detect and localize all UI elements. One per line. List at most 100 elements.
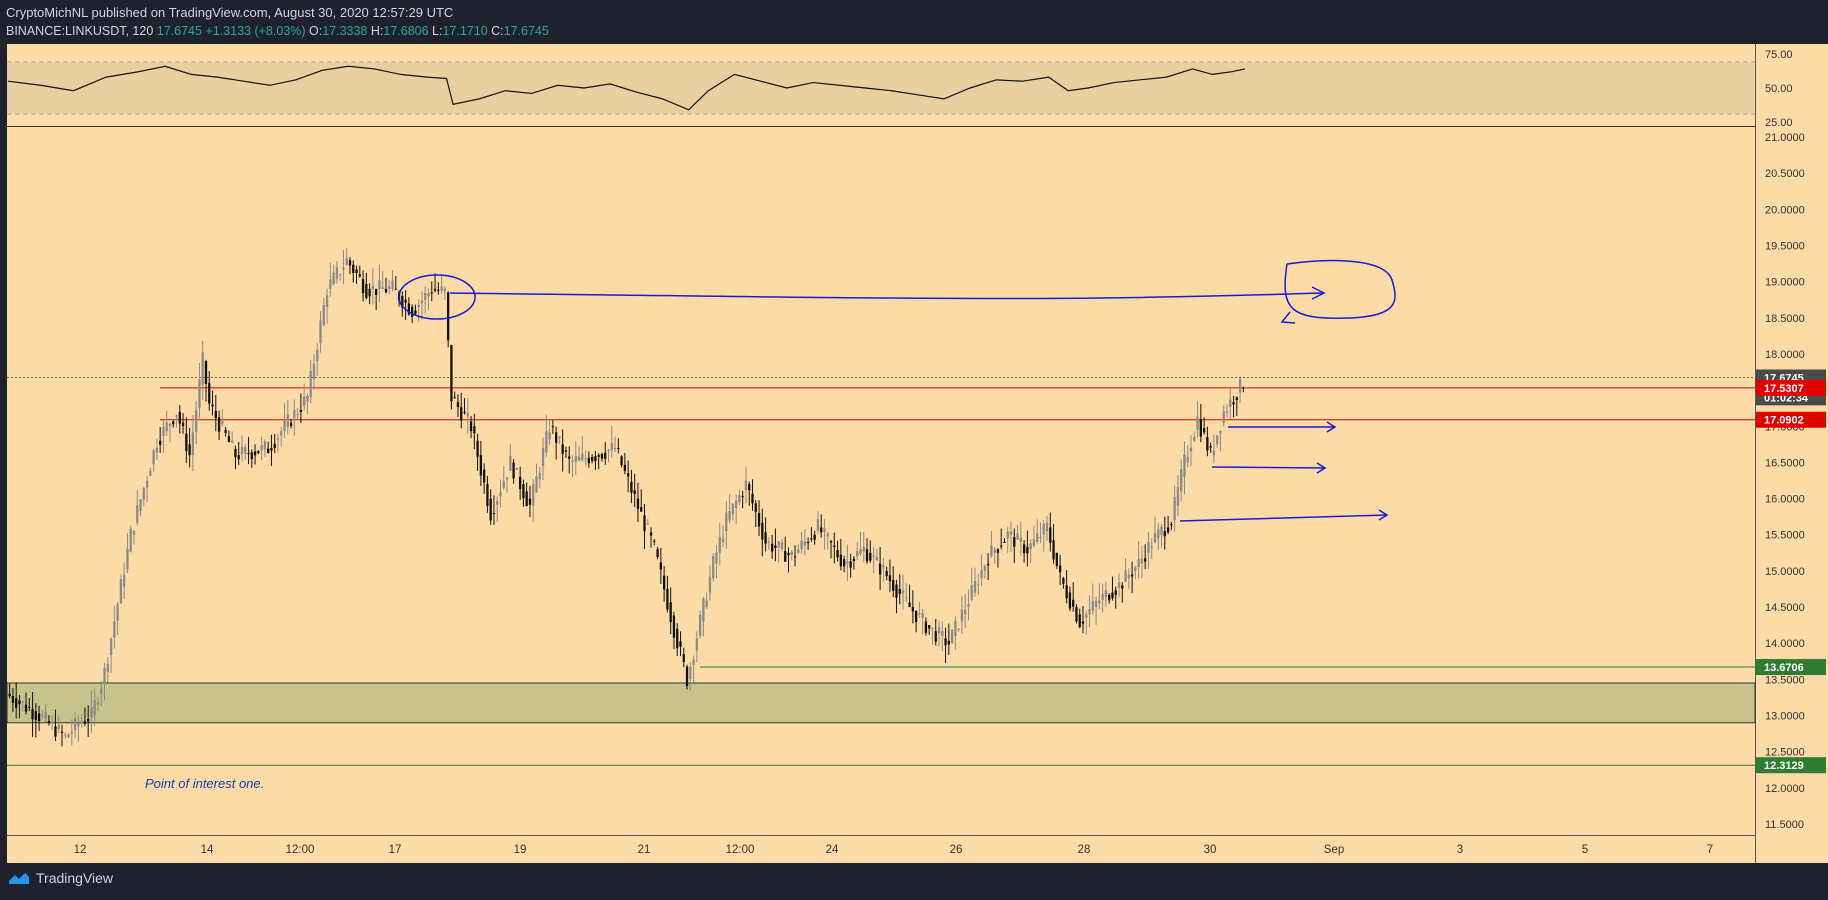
candle-body — [312, 364, 316, 380]
candle-body — [947, 640, 950, 645]
candle-body — [394, 288, 397, 290]
price-tick-label: 15.5000 — [1765, 530, 1805, 542]
candle-body — [1088, 609, 1091, 615]
candle-body — [937, 627, 941, 634]
candle-body — [388, 286, 391, 289]
candle-body — [195, 409, 198, 432]
candle-body — [18, 700, 21, 705]
candle-body — [630, 481, 633, 493]
candle-body — [1094, 600, 1098, 608]
candle-body — [1127, 574, 1130, 579]
candle-body — [1019, 537, 1022, 542]
candle-body — [636, 498, 640, 509]
candle-body — [594, 456, 597, 462]
candle-body — [1104, 590, 1108, 598]
candle-body — [1150, 546, 1153, 548]
candle-body — [437, 289, 440, 291]
candle-body — [1045, 522, 1049, 532]
candle-body — [1225, 411, 1229, 413]
candle-body — [885, 570, 888, 577]
candle-body — [574, 456, 577, 462]
candle-body — [548, 432, 551, 440]
candle-body — [1022, 544, 1026, 554]
candle-body — [970, 585, 973, 600]
candle-body — [1036, 533, 1039, 542]
candle-body — [888, 575, 892, 582]
candle-body — [420, 300, 424, 304]
candle-body — [1219, 431, 1222, 434]
candle-body — [973, 580, 977, 593]
candle-body — [734, 500, 738, 509]
candle-body — [342, 267, 345, 270]
candle-body — [669, 602, 672, 623]
candle-body — [597, 455, 600, 457]
candle-body — [358, 274, 361, 277]
candle-body — [257, 450, 260, 454]
close-value: 17.6745 — [503, 24, 549, 38]
candle-body — [1072, 599, 1075, 607]
candle-body — [1111, 592, 1114, 599]
price-tick-label: 16.5000 — [1765, 457, 1805, 469]
candle-body — [100, 688, 103, 694]
candle-body — [440, 286, 443, 291]
candle-body — [538, 472, 541, 480]
candle-body — [1196, 417, 1199, 430]
price-tag-label: 17.0902 — [1764, 415, 1804, 427]
price-tick-label: 14.0000 — [1765, 638, 1805, 650]
price-tick-label: 12.0000 — [1765, 783, 1805, 795]
candle-body — [368, 288, 371, 297]
bubble-tail — [1280, 311, 1296, 324]
candle-body — [1068, 592, 1072, 609]
candle-body — [34, 711, 37, 721]
candle-body — [983, 566, 986, 571]
candle-body — [109, 638, 113, 655]
candle-body — [604, 452, 607, 459]
candle-body — [329, 279, 332, 289]
candle-body — [649, 532, 653, 536]
candle-body — [908, 602, 911, 607]
candle-body — [231, 440, 234, 443]
rsi-band — [7, 62, 1755, 114]
candle-body — [518, 476, 522, 490]
high-label: H: — [370, 24, 384, 38]
publisher-text: CryptoMichNL published on TradingView.co… — [6, 5, 454, 20]
candle-body — [293, 410, 296, 419]
candle-body — [826, 533, 829, 537]
symbol-text: BINANCE:LINKUSDT, 120 — [6, 24, 154, 38]
candle-body — [1121, 585, 1124, 589]
low-label: L: — [432, 24, 443, 38]
candle-body — [168, 423, 172, 427]
candle-body — [214, 410, 217, 419]
candle-body — [892, 579, 895, 591]
candle-body — [322, 304, 325, 326]
candle-body — [846, 561, 849, 564]
candle-body — [414, 310, 417, 314]
candle-body — [911, 607, 914, 612]
price-tick-label: 11.5000 — [1765, 819, 1804, 831]
candle-body — [433, 288, 437, 291]
candle-body — [967, 604, 970, 608]
candle-body — [443, 288, 447, 292]
candle-body — [306, 395, 309, 402]
candle-body — [348, 259, 352, 266]
time-tick-label: 5 — [1582, 844, 1588, 856]
tradingview-footer[interactable]: TradingView — [8, 870, 113, 886]
tp3-arrow-line — [1179, 514, 1388, 522]
price-tick-label: 19.0000 — [1765, 277, 1805, 289]
candle-body — [1232, 402, 1235, 405]
support-zone — [6, 682, 1756, 724]
candle-body — [568, 456, 571, 459]
candle-body — [842, 559, 846, 567]
candle-body — [679, 641, 682, 647]
candle-body — [558, 436, 561, 439]
candle-body — [728, 511, 731, 521]
candle-body — [712, 556, 715, 579]
candle-body — [466, 413, 469, 417]
candle-body — [502, 481, 505, 488]
candle-body — [1081, 621, 1085, 624]
circle-highlight — [398, 274, 476, 320]
candle-body — [741, 496, 744, 498]
target-bubble — [1284, 259, 1396, 319]
candle-body — [702, 598, 705, 622]
